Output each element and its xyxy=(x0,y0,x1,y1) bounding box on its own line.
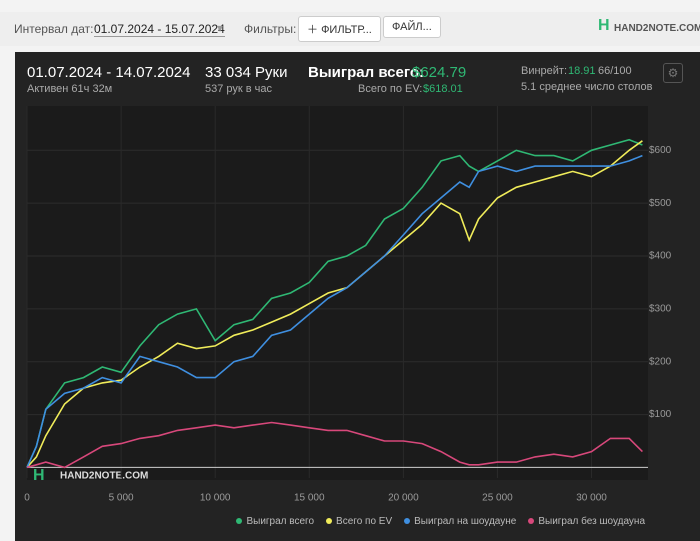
winrate-label: Винрейт: xyxy=(521,65,568,77)
y-tick-label: $300 xyxy=(649,303,672,314)
legend: Выиграл всего Всего по EV Выиграл на шоуда… xyxy=(236,516,645,527)
x-tick-label: 20 000 xyxy=(388,493,419,504)
legend-item[interactable]: Всего по EV xyxy=(326,516,392,527)
x-tick-label: 30 000 xyxy=(576,493,607,504)
date-label: Интервал дат: xyxy=(14,22,94,36)
active-time: Активен 61ч 32м xyxy=(27,83,113,95)
period: 01.07.2024 - 14.07.2024 xyxy=(27,64,191,81)
hands: 33 034 Руки xyxy=(205,64,288,81)
series-line xyxy=(26,154,643,468)
watermark: HAND2NOTE.COM xyxy=(60,471,148,482)
legend-item[interactable]: Выиграл без шоудауна xyxy=(528,516,645,527)
filter-button-text: ФИЛЬТР... xyxy=(321,24,372,36)
hands-per-hour: 537 рук в час xyxy=(205,83,273,95)
winrate-value: 18.91 xyxy=(568,65,596,77)
series-line xyxy=(26,421,643,469)
won-value: $624.79 xyxy=(412,64,467,81)
legend-item[interactable]: Выиграл на шоудауне xyxy=(404,516,516,527)
settings-button[interactable]: ⚙ xyxy=(663,63,683,83)
filters-label: Фильтры: xyxy=(244,22,297,36)
file-button[interactable]: ФАЙЛ... xyxy=(383,16,441,38)
legend-label: Выиграл всего xyxy=(246,516,315,527)
legend-label: Выиграл без шоудауна xyxy=(538,516,645,527)
logo-icon: H xyxy=(598,17,610,34)
series-line xyxy=(26,140,643,468)
logo: HAND2NOTE.COM xyxy=(614,23,700,34)
date-range[interactable]: 01.07.2024 - 15.07.2024 xyxy=(94,22,225,37)
y-tick-label: $500 xyxy=(649,198,672,209)
dropdown-arrow[interactable]: ▾ xyxy=(217,21,224,35)
ev-value: $618.01 xyxy=(423,83,463,95)
y-tick-label: $600 xyxy=(649,145,672,156)
tables: 5.1 среднее число столов xyxy=(521,81,653,93)
x-tick-label: 5 000 xyxy=(109,493,134,504)
legend-marker xyxy=(326,518,333,524)
watermark-icon: H xyxy=(33,467,45,484)
x-tick-label: 25 000 xyxy=(482,493,513,504)
x-tick-label: 0 xyxy=(24,493,30,504)
legend-marker xyxy=(528,518,535,524)
y-tick-label: $200 xyxy=(649,356,672,367)
y-tick-label: $100 xyxy=(649,409,672,420)
legend-label: Выиграл на шоудауне xyxy=(414,516,517,527)
legend-item[interactable]: Выиграл всего xyxy=(236,516,314,527)
filter-button[interactable]: ＋ ФИЛЬТР... xyxy=(298,16,381,42)
legend-label: Всего по EV xyxy=(336,516,393,527)
toolbar: Интервал дат: 01.07.2024 - 15.07.2024 ▾ … xyxy=(0,12,700,46)
ev-label: Всего по EV: xyxy=(358,83,423,95)
legend-marker xyxy=(236,518,243,524)
x-tick-label: 15 000 xyxy=(294,493,325,504)
series-line xyxy=(26,138,643,468)
y-tick-label: $400 xyxy=(649,251,672,262)
winrate-unit: 66/100 xyxy=(598,65,632,77)
won-label: Выиграл всего: xyxy=(308,64,425,81)
legend-marker xyxy=(404,518,411,524)
x-tick-label: 10 000 xyxy=(200,493,231,504)
